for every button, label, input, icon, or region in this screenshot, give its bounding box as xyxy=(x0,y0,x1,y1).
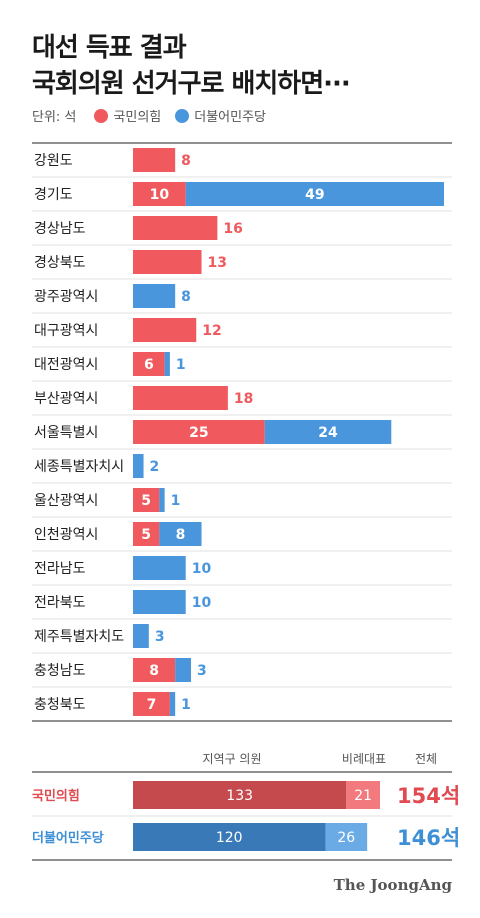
bar-dpk xyxy=(133,284,176,308)
bar-dpk xyxy=(133,624,149,648)
summary-total: 154석 xyxy=(397,784,460,808)
category-label: 충청북도 xyxy=(34,697,86,713)
bar-dpk xyxy=(175,658,191,682)
category-label: 경상남도 xyxy=(34,221,86,237)
bar-dpk xyxy=(133,590,186,614)
summary-header-district: 지역구 의원 xyxy=(202,752,261,766)
summary-party-label: 더불어민주당 xyxy=(32,830,104,846)
value-label-dpk: 10 xyxy=(192,561,212,577)
category-label: 제주특별자치도 xyxy=(34,629,124,645)
category-label: 광주광역시 xyxy=(34,289,98,305)
bar-ppp xyxy=(133,692,170,716)
category-label: 울산광역시 xyxy=(34,493,98,509)
value-label-ppp: 16 xyxy=(223,221,242,237)
chart-title-line-2: 국회의원 선거구로 배치하면··· xyxy=(32,69,351,99)
value-label-ppp: 18 xyxy=(234,391,253,407)
bar-dpk xyxy=(133,556,186,580)
category-label: 경상북도 xyxy=(34,255,86,271)
value-label-ppp: 10 xyxy=(150,187,170,203)
summary-header-total: 전체 xyxy=(415,752,437,766)
category-label: 전라북도 xyxy=(34,595,86,611)
chart-title-line-1: 대선 득표 결과 xyxy=(32,33,187,63)
bar-dpk xyxy=(169,692,176,716)
bar-ppp xyxy=(133,386,228,410)
summary-bar-district xyxy=(133,823,326,851)
brand-logo: The JoongAng xyxy=(333,876,452,894)
category-label: 인천광역시 xyxy=(34,527,98,543)
category-label: 대구광역시 xyxy=(34,323,98,339)
legend: 단위: 석 국민의힘 더불어민주당 xyxy=(32,106,280,125)
summary-party-label: 국민의힘 xyxy=(32,788,80,804)
bar-dpk xyxy=(264,420,392,444)
legend-label-ppp: 국민의힘 xyxy=(113,110,162,125)
legend-item-ppp: 국민의힘 xyxy=(94,106,161,125)
value-label-dpk: 3 xyxy=(197,663,207,679)
category-label: 세종특별자치시 xyxy=(34,459,124,475)
value-label-ppp: 8 xyxy=(181,153,191,169)
category-label: 전라남도 xyxy=(34,561,86,577)
value-label-dpk: 1 xyxy=(176,357,186,373)
legend-swatch-ppp xyxy=(94,108,109,123)
bar-dpk xyxy=(159,522,202,546)
bar-ppp xyxy=(133,148,176,172)
category-label: 대전광역시 xyxy=(34,357,98,373)
bar-ppp xyxy=(133,318,197,342)
legend-label-dpk: 더불어민주당 xyxy=(194,110,267,125)
value-label-dpk: 24 xyxy=(318,425,338,441)
bar-dpk xyxy=(164,352,170,376)
value-label-ppp: 25 xyxy=(189,425,208,441)
value-label-dpk: 49 xyxy=(305,187,324,203)
summary-value-proportional: 21 xyxy=(354,788,372,804)
summary-header-proportional: 비례대표 xyxy=(342,752,386,766)
category-label: 서울특별시 xyxy=(34,425,98,441)
legend-item-dpk: 더불어민주당 xyxy=(175,106,266,125)
value-label-ppp: 6 xyxy=(144,357,154,373)
bar-ppp xyxy=(133,658,176,682)
value-label-ppp: 12 xyxy=(202,323,221,339)
value-label-dpk: 3 xyxy=(155,629,165,645)
summary-bar-proportional xyxy=(346,781,380,809)
value-label-dpk: 1 xyxy=(171,493,181,509)
category-label: 부산광역시 xyxy=(34,391,98,407)
value-label-dpk: 2 xyxy=(150,459,160,475)
bar-ppp xyxy=(133,216,218,240)
bar-ppp xyxy=(133,420,265,444)
value-label-ppp: 5 xyxy=(141,527,151,543)
category-label: 경기도 xyxy=(34,187,73,203)
category-label: 충청남도 xyxy=(34,663,86,679)
bar-ppp xyxy=(133,522,160,546)
unit-label: 단위: 석 xyxy=(32,110,77,125)
category-label: 강원도 xyxy=(34,153,73,169)
value-label-dpk: 8 xyxy=(181,289,191,305)
summary-value-proportional: 26 xyxy=(337,830,355,846)
value-label-dpk: 1 xyxy=(181,697,191,713)
bar-ppp xyxy=(133,352,165,376)
bar-ppp xyxy=(133,250,202,274)
value-label-ppp: 13 xyxy=(208,255,227,271)
summary-bar-district xyxy=(133,781,347,809)
bar-ppp xyxy=(133,182,186,206)
legend-swatch-dpk xyxy=(175,108,190,123)
value-label-ppp: 8 xyxy=(149,663,159,679)
chart-title: 대선 득표 결과 국회의원 선거구로 배치하면··· xyxy=(32,30,351,102)
summary-bar-proportional xyxy=(325,823,368,851)
bar-dpk xyxy=(159,488,165,512)
value-label-ppp: 5 xyxy=(141,493,151,509)
value-label-dpk: 10 xyxy=(192,595,212,611)
bar-ppp xyxy=(133,488,160,512)
summary-value-district: 133 xyxy=(226,788,253,804)
bar-dpk xyxy=(185,182,445,206)
bar-dpk xyxy=(133,454,144,478)
value-label-ppp: 7 xyxy=(147,697,157,713)
value-label-dpk: 8 xyxy=(176,527,186,543)
summary-value-district: 120 xyxy=(216,830,243,846)
summary-total: 146석 xyxy=(397,826,460,850)
